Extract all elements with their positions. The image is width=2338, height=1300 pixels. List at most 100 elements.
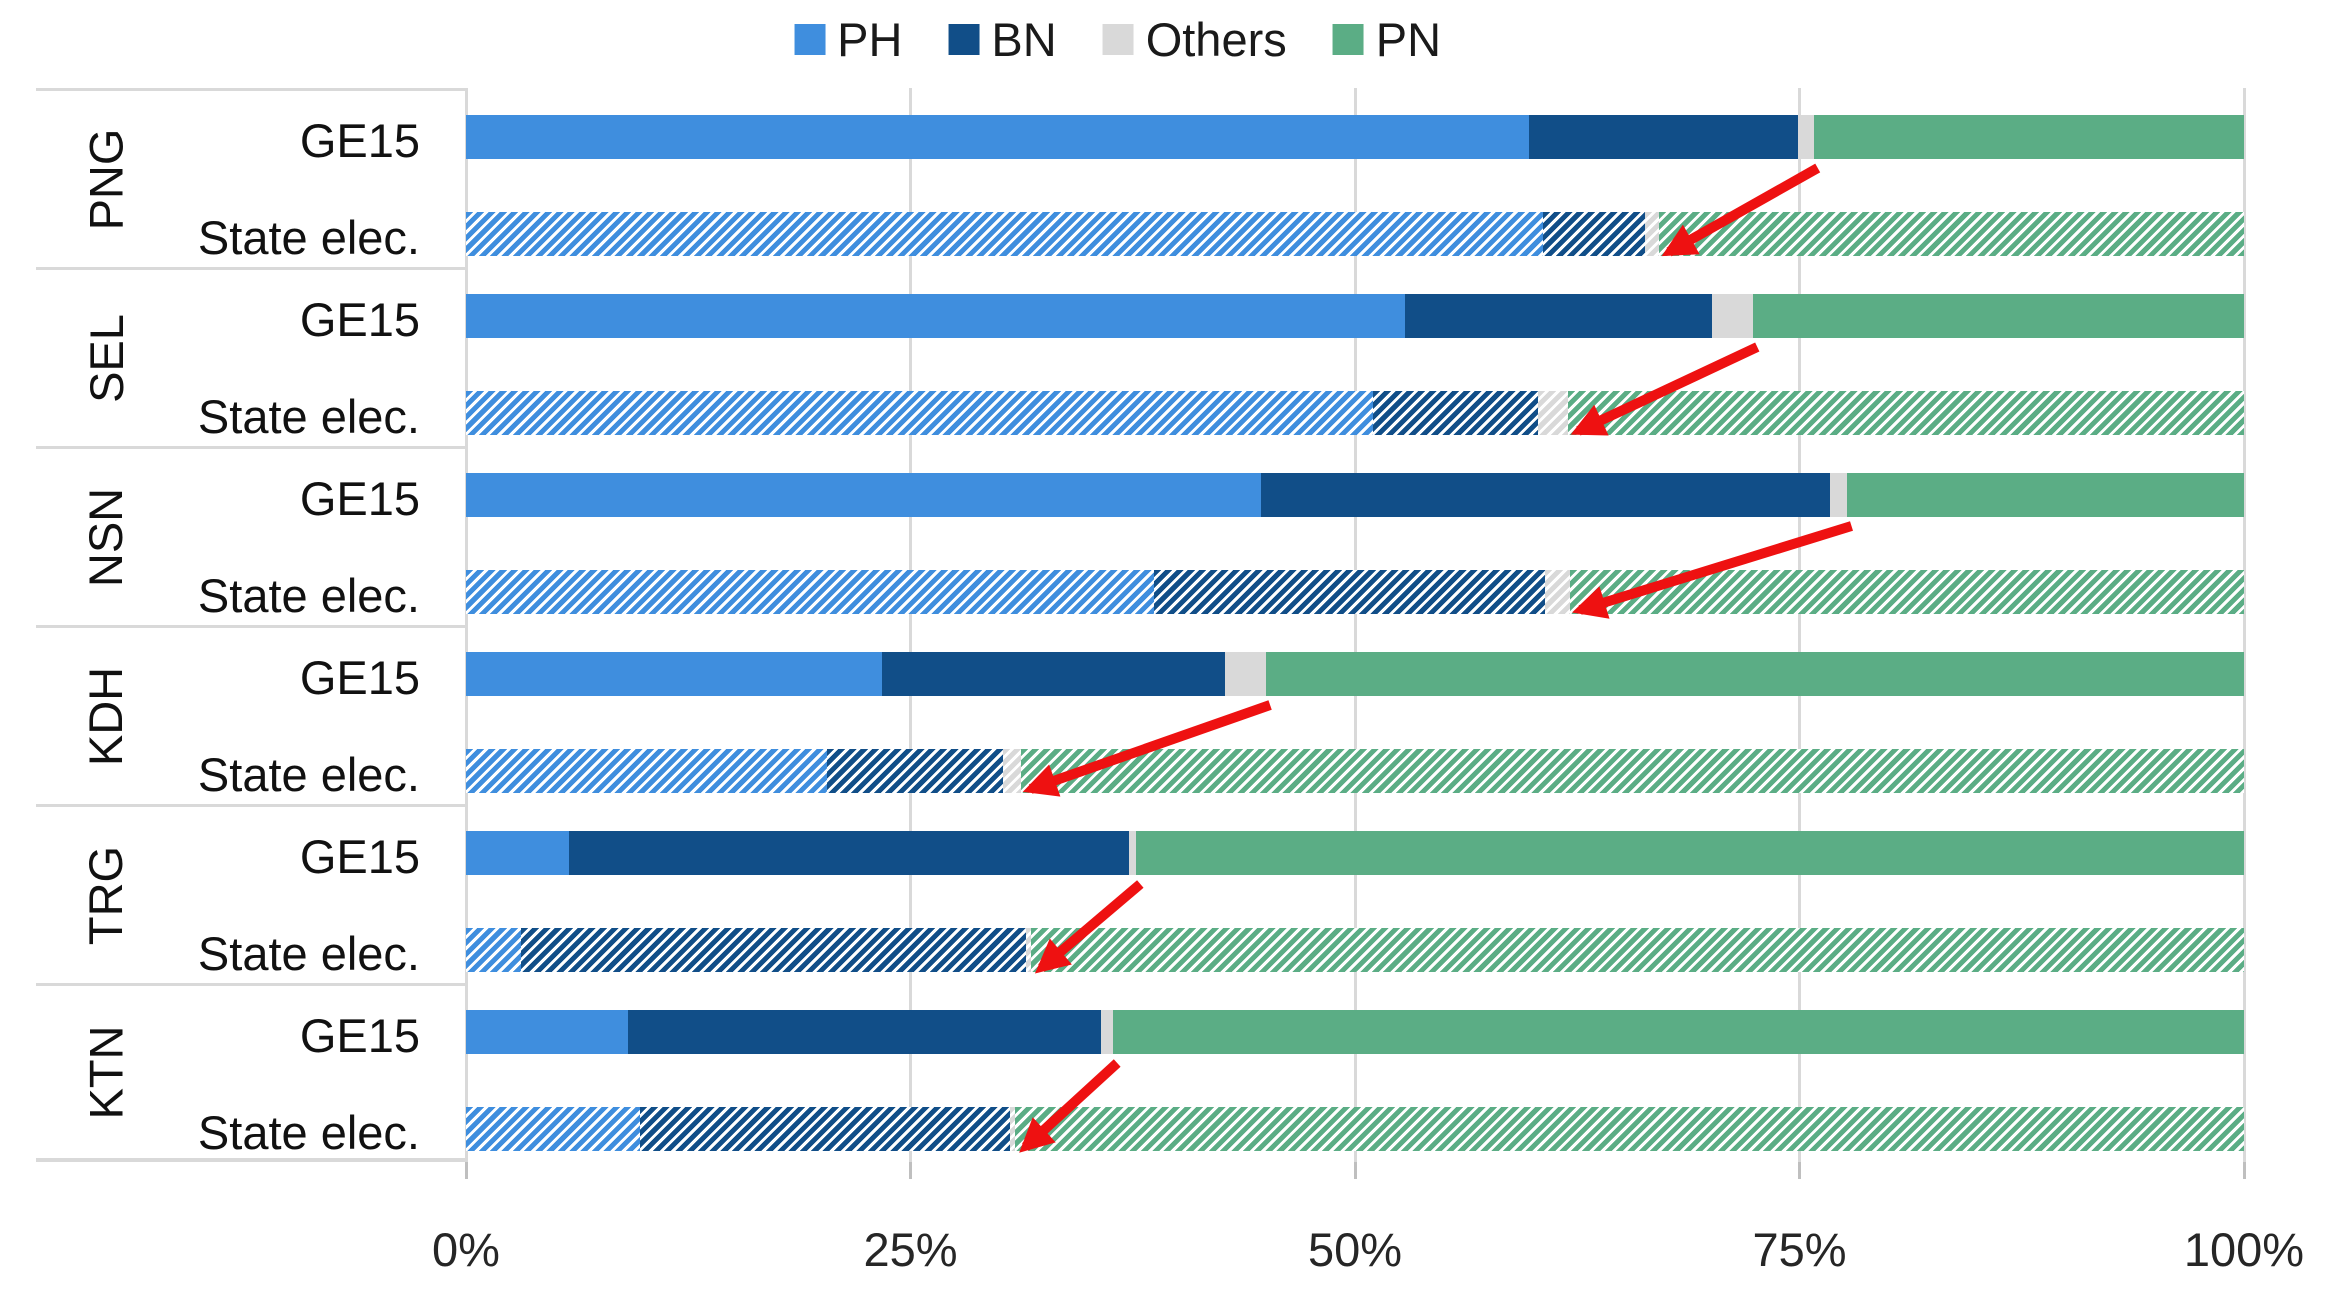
bar-sel-ge15 xyxy=(466,294,2244,338)
row-label-state-elec: State elec. xyxy=(197,926,420,980)
legend-item-bn: BN xyxy=(948,13,1057,66)
state-code-label: NSN xyxy=(79,487,133,587)
row-label-ge15: GE15 xyxy=(299,292,420,346)
segment-pn xyxy=(1753,294,2244,338)
row-label-ge15: GE15 xyxy=(299,113,420,167)
segment-ph xyxy=(466,115,1530,159)
axis-tick-0 xyxy=(464,1162,468,1179)
axis-tick-50 xyxy=(1353,1162,1357,1179)
bar-ktn-state-elec xyxy=(466,1107,2244,1151)
state-code-nsn: NSN xyxy=(50,449,162,625)
gridline-25 xyxy=(909,88,912,1162)
segment-others xyxy=(1010,1107,1016,1151)
segment-others xyxy=(1545,570,1571,614)
segment-bn xyxy=(569,831,1130,875)
gridline-50 xyxy=(1353,88,1357,1162)
segment-pn xyxy=(1015,1107,2244,1151)
legend-swatch-icon xyxy=(1332,24,1364,55)
bar-nsn-state-elec xyxy=(466,570,2244,614)
state-code-trg: TRG xyxy=(50,807,162,983)
legend-label: BN xyxy=(991,13,1057,66)
bar-trg-state-elec xyxy=(466,928,2244,972)
segment-bn xyxy=(627,1010,1101,1054)
segment-pn xyxy=(1020,749,2244,793)
row-label-state-elec: State elec. xyxy=(197,1105,420,1159)
axis-tick-label: 100% xyxy=(2183,1223,2305,1276)
group-cell-sel: SEL GE15 State elec. xyxy=(36,267,466,446)
axis-tick-25 xyxy=(909,1162,912,1179)
state-code-kdh: KDH xyxy=(50,628,162,804)
group-cell-png: PNG GE15 State elec. xyxy=(36,88,466,267)
segment-pn xyxy=(1568,391,2244,435)
legend-swatch-icon xyxy=(948,24,980,55)
segment-ph xyxy=(466,749,827,793)
segment-ph xyxy=(466,212,1544,256)
segment-bn xyxy=(1154,570,1546,614)
segment-others xyxy=(1712,294,1754,338)
row-label-ge15: GE15 xyxy=(299,1008,420,1062)
state-code-label: TRG xyxy=(79,845,133,945)
legend-label: PN xyxy=(1375,13,1442,66)
row-label-state-elec: State elec. xyxy=(197,747,420,801)
row-label-ge15: GE15 xyxy=(299,471,420,525)
segment-pn xyxy=(1813,115,2244,159)
segment-pn xyxy=(1570,570,2244,614)
state-code-label: PNG xyxy=(79,128,133,230)
segment-ph xyxy=(466,473,1261,517)
segment-bn xyxy=(521,928,1027,972)
gridline-75 xyxy=(1798,88,1801,1162)
bar-kdh-ge15 xyxy=(466,652,2244,696)
segment-bn xyxy=(1404,294,1713,338)
row-label-state-elec: State elec. xyxy=(197,389,420,443)
segment-others xyxy=(1026,928,1032,972)
segment-ph xyxy=(466,294,1405,338)
segment-ph xyxy=(466,928,522,972)
state-code-sel: SEL xyxy=(50,270,162,446)
bar-png-state-elec xyxy=(466,212,2244,256)
axis-tick-label: 50% xyxy=(1307,1223,1403,1276)
group-cell-trg: TRG GE15 State elec. xyxy=(36,804,466,983)
legend-swatch-icon xyxy=(1102,24,1134,55)
segment-others xyxy=(1100,1010,1114,1054)
segment-others xyxy=(1225,652,1267,696)
segment-ph xyxy=(466,1107,641,1151)
group-cell-ktn: KTN GE15 State elec. xyxy=(36,983,466,1162)
segment-bn xyxy=(1260,473,1830,517)
segment-pn xyxy=(1266,652,2244,696)
segment-pn xyxy=(1659,212,2244,256)
row-label-ge15: GE15 xyxy=(299,829,420,883)
state-code-label: KDH xyxy=(79,666,133,766)
state-code-label: SEL xyxy=(79,313,133,403)
legend-swatch-icon xyxy=(794,24,826,55)
segment-bn xyxy=(640,1107,1011,1151)
bar-ktn-ge15 xyxy=(466,1010,2244,1054)
legend: PH BN Others PN xyxy=(794,16,1441,63)
bar-png-ge15 xyxy=(466,115,2244,159)
segment-pn xyxy=(1136,831,2244,875)
segment-bn xyxy=(1372,391,1539,435)
row-label-state-elec: State elec. xyxy=(197,568,420,622)
axis-tick-75 xyxy=(1798,1162,1801,1179)
group-cell-nsn: NSN GE15 State elec. xyxy=(36,446,466,625)
segment-ph xyxy=(466,1010,628,1054)
segment-others xyxy=(1797,115,1814,159)
segment-others xyxy=(1829,473,1848,517)
bar-sel-state-elec xyxy=(466,391,2244,435)
segment-bn xyxy=(1543,212,1645,256)
row-label-state-elec: State elec. xyxy=(197,210,420,264)
legend-item-others: Others xyxy=(1102,13,1287,66)
gridline-0 xyxy=(464,88,468,1162)
segment-others xyxy=(1644,212,1660,256)
segment-others xyxy=(1129,831,1137,875)
segment-pn xyxy=(1031,928,2244,972)
segment-others xyxy=(1002,749,1021,793)
segment-ph xyxy=(466,831,570,875)
axis-tick-label: 75% xyxy=(1752,1223,1847,1276)
legend-label: Others xyxy=(1145,13,1287,66)
segment-ph xyxy=(466,391,1373,435)
segment-ph xyxy=(466,652,883,696)
axis-tick-label: 0% xyxy=(432,1223,500,1276)
segment-bn xyxy=(882,652,1226,696)
state-code-ktn: KTN xyxy=(50,986,162,1158)
